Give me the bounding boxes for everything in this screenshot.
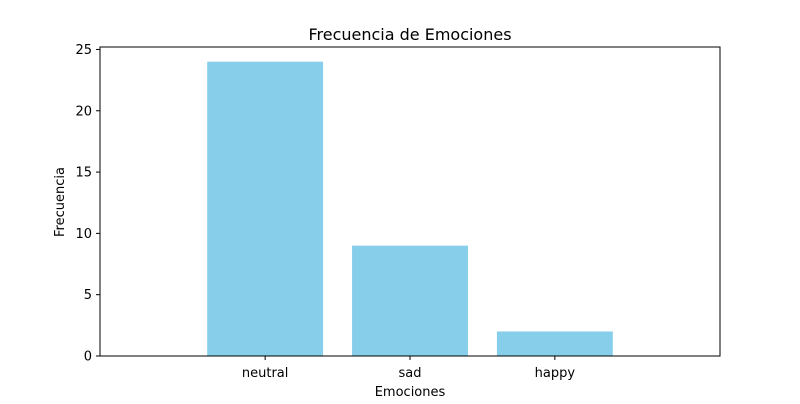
bar-neutral	[207, 61, 324, 357]
y-tick-label-5: 5	[84, 288, 92, 303]
y-tick-label-25: 25	[75, 43, 92, 58]
y-tick-label-15: 15	[75, 166, 92, 181]
y-tick-label-20: 20	[75, 104, 92, 119]
x-tick-label-happy: happy	[535, 366, 576, 381]
x-tick-label-neutral: neutral	[242, 366, 289, 381]
x-axis-label: Emociones	[375, 385, 446, 400]
y-tick-label-0: 0	[84, 350, 92, 365]
chart-title: Frecuencia de Emociones	[308, 25, 511, 44]
x-tick-label-sad: sad	[399, 366, 422, 381]
bar-sad	[352, 245, 468, 356]
bar-happy	[496, 331, 613, 356]
y-tick-label-10: 10	[75, 227, 92, 242]
y-axis-label: Frecuencia	[53, 167, 68, 237]
plot-area: 0 5 10 15 20 25 neutral sad happy	[75, 43, 721, 381]
